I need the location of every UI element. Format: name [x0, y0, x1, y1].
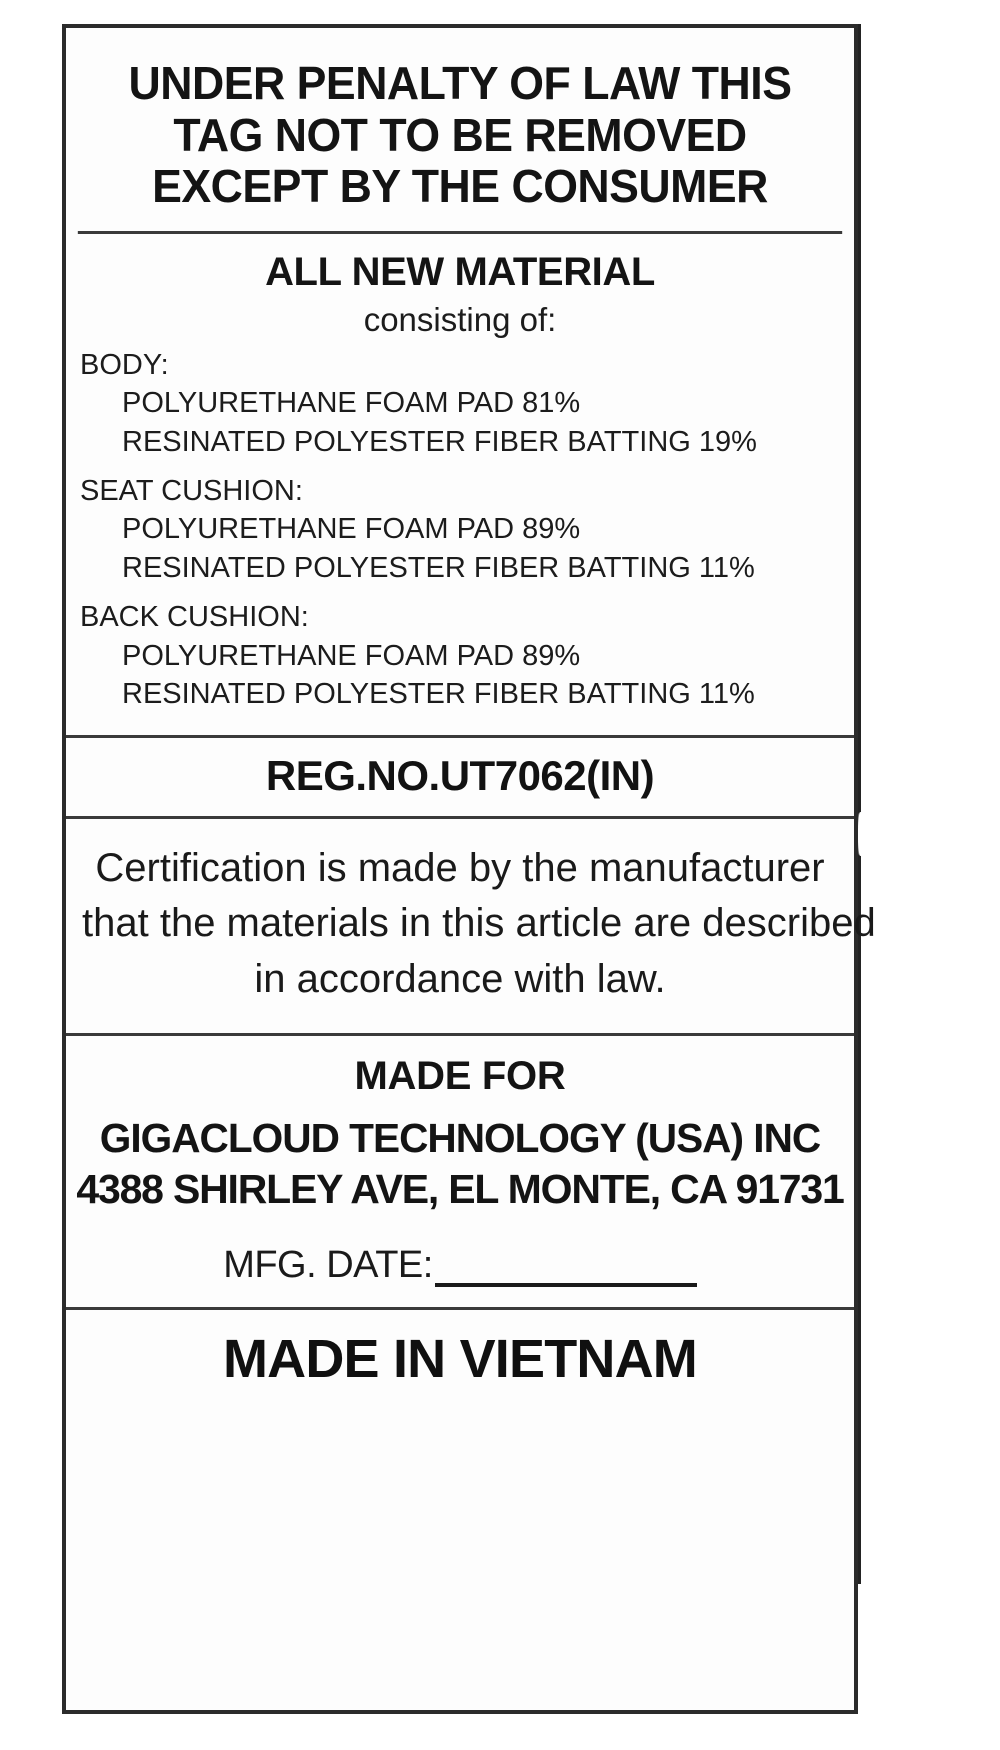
company-name: GIGACLOUD TECHNOLOGY (USA) INC: [99, 1114, 821, 1161]
materials-title: ALL NEW MATERIAL: [265, 249, 655, 294]
materials-subtitle: consisting of:: [363, 300, 557, 338]
material-line: POLYURETHANE FOAM PAD 81%: [122, 387, 581, 420]
penalty-notice: UNDER PENALTY OF LAW THIS TAG NOT TO BE …: [77, 28, 843, 234]
materials-section: ALL NEW MATERIAL consisting of: BODY: PO…: [66, 234, 854, 739]
mfg-date-label: MFG. DATE:: [223, 1244, 433, 1287]
certification-statement: Certification is made by the manufacture…: [66, 819, 876, 1036]
country-of-origin: MADE IN VIETNAM: [222, 1329, 698, 1390]
material-line: POLYURETHANE FOAM PAD 89%: [122, 639, 581, 672]
material-line: POLYURETHANE FOAM PAD 89%: [122, 513, 581, 546]
material-group-seat-cushion: SEAT CUSHION: POLYURETHANE FOAM PAD 89% …: [76, 473, 844, 587]
material-line: RESINATED POLYESTER FIBER BATTING 11%: [122, 677, 755, 710]
material-group-heading: BODY:: [80, 348, 169, 381]
law-tag-card: UNDER PENALTY OF LAW THIS TAG NOT TO BE …: [62, 24, 876, 1714]
mfg-date-blank[interactable]: [434, 1245, 697, 1288]
certification-line: in accordance with law.: [254, 956, 666, 1001]
material-line: RESINATED POLYESTER FIBER BATTING 19%: [122, 425, 757, 458]
material-group-heading: SEAT CUSHION:: [80, 474, 303, 507]
mfg-date-field: MFG. DATE:: [72, 1244, 848, 1288]
material-group-body: BODY: POLYURETHANE FOAM PAD 81% RESINATE…: [76, 347, 844, 461]
certification-line: that the materials in this article are d…: [82, 901, 876, 946]
material-group-heading: BACK CUSHION:: [80, 600, 309, 633]
material-line: RESINATED POLYESTER FIBER BATTING 11%: [122, 551, 755, 584]
company-address: 4388 SHIRLEY AVE, EL MONTE, CA 91731: [76, 1165, 844, 1212]
made-for-label: MADE FOR: [354, 1053, 566, 1098]
certification-line: Certification is made by the manufacture…: [95, 846, 825, 891]
material-group-back-cushion: BACK CUSHION: POLYURETHANE FOAM PAD 89% …: [76, 599, 844, 713]
registration-number: REG.NO.UT7062(IN): [66, 738, 854, 820]
made-for-section: MADE FOR GIGACLOUD TECHNOLOGY (USA) INC …: [66, 1036, 854, 1311]
scan-edge-rule: [856, 24, 861, 1584]
